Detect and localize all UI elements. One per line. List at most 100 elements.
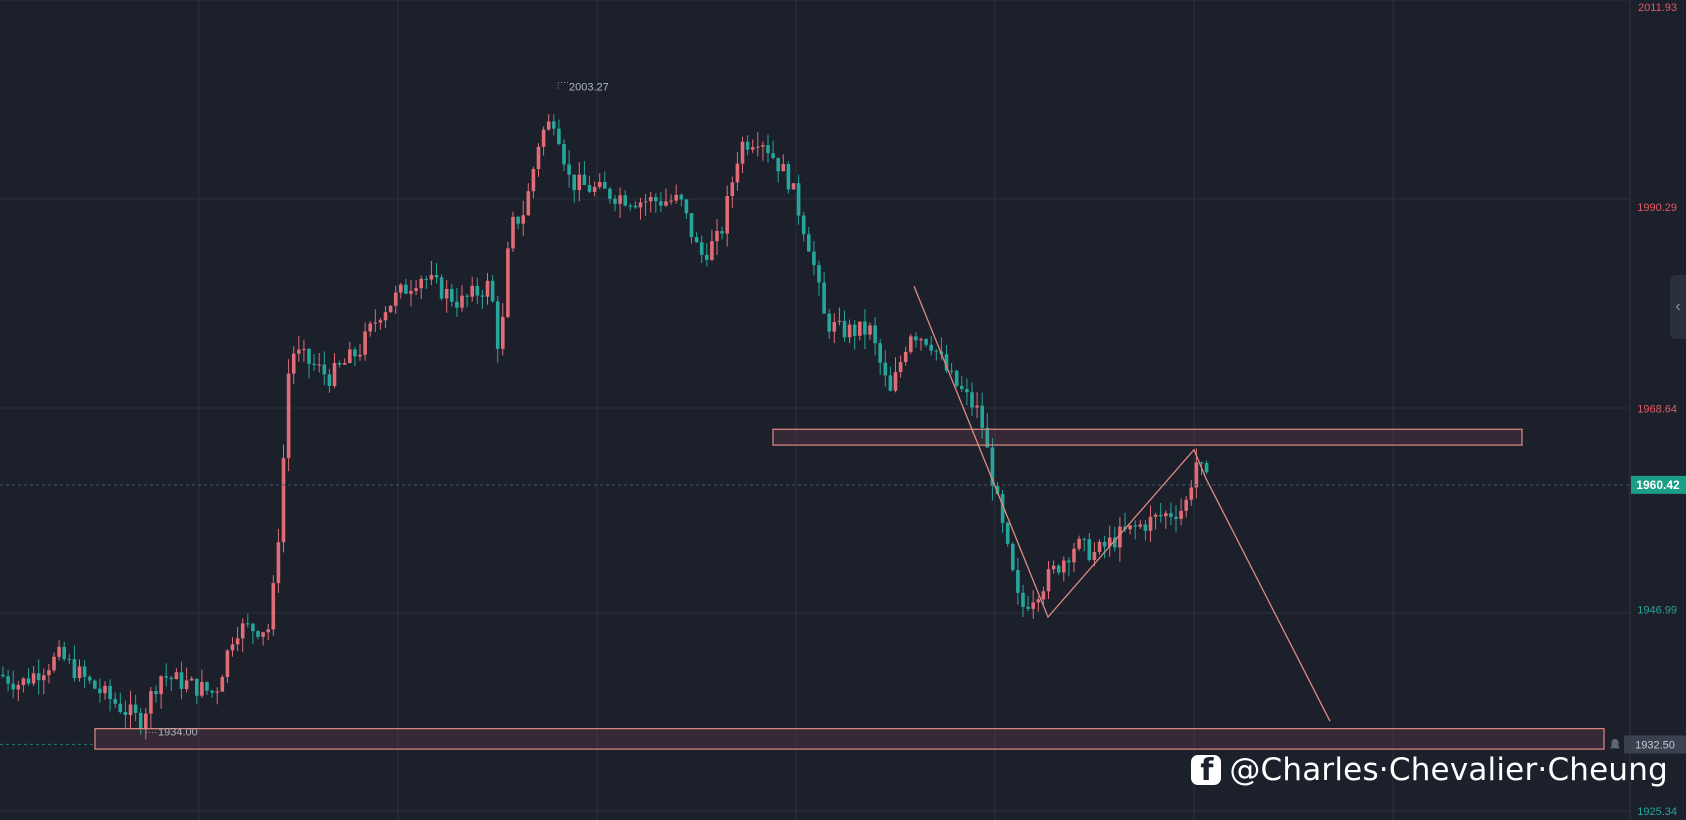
candle-body [184,680,189,690]
candle [801,211,806,242]
candle-body [842,320,847,338]
candle [725,185,729,247]
candle [1051,560,1056,574]
candle [1143,519,1148,541]
candle [189,676,194,681]
candle-body [11,683,15,690]
price-tick-label: 1968.64 [1637,403,1677,415]
candle-body [332,363,337,386]
candle-body [439,277,444,299]
candle [659,192,663,212]
candle [373,309,378,333]
drawn-path: 2003.27 1934.00 [0,82,1630,745]
candle-body [587,185,592,192]
candle-body [1041,591,1046,600]
candle [368,320,372,337]
candle [144,707,148,740]
candle-body [603,182,607,189]
candle [393,285,398,314]
candle [154,685,158,703]
candle-body [888,375,893,391]
candle-body [1097,541,1102,552]
candle [465,293,469,308]
candle [118,692,123,714]
candle [847,319,852,344]
candle-body [705,254,709,260]
candle-body [480,295,485,297]
candle [674,184,678,204]
candle-body [654,197,658,202]
candle-body [1000,493,1005,523]
candle-body [613,198,617,204]
candle-body [470,285,474,297]
candle-body [1204,463,1209,473]
candle [353,346,357,367]
candle [613,194,617,212]
candle [108,679,112,712]
candle [1148,505,1153,542]
support-zone [94,728,1605,750]
candle [82,660,87,689]
candle [970,382,974,417]
candle [756,132,760,157]
candle-body [138,712,143,730]
candle-body [633,205,638,208]
candle [322,351,327,386]
candle [409,280,413,307]
candle [863,309,867,350]
candle [638,197,643,220]
candle [159,674,163,709]
candle [77,659,82,682]
candle-body [47,670,51,676]
candle [1128,524,1132,535]
candle [470,276,474,302]
candle [1062,556,1066,582]
candle-body [781,164,786,172]
candle [261,631,265,646]
high-label: 2003.27 [569,82,609,94]
candle [388,305,393,314]
candle [1031,590,1035,619]
candle [1189,480,1194,506]
candle [1204,460,1209,475]
candle-body [189,678,194,681]
candle [521,200,525,236]
candle [444,280,449,313]
alert-price-tag [1624,735,1686,754]
candle [501,303,505,356]
candle-body [552,121,556,129]
price-tick-label: 2011.93 [1638,2,1677,14]
candle-body [281,458,286,543]
candle [179,661,184,700]
candle-body [113,699,117,704]
candle-body [87,676,92,681]
candle-body [174,672,179,680]
candle [1169,502,1173,525]
chevron-left-icon: ‹ [1675,298,1681,315]
candle-body [898,361,903,373]
candle-body [159,676,163,695]
low-marker [145,726,156,733]
high-marker [557,82,568,89]
candle-body [1153,514,1158,517]
candle-body [975,405,979,408]
candle-body [368,323,372,332]
candle [363,322,367,361]
candle [837,307,842,326]
candle [822,272,826,314]
candle [643,193,648,216]
watermark-text: @Charles·Chevalier·Cheung [1229,752,1668,788]
candle [1072,542,1076,573]
collapse-panel-button[interactable]: ‹ [1670,275,1686,339]
resistance-zone [772,428,1523,446]
candle [1016,558,1020,605]
candle [771,140,775,160]
candle [307,347,311,379]
candle-body [322,364,327,375]
candle [1107,525,1112,557]
candle [975,392,979,419]
candle-body [1128,525,1132,530]
candle-body [455,301,459,308]
